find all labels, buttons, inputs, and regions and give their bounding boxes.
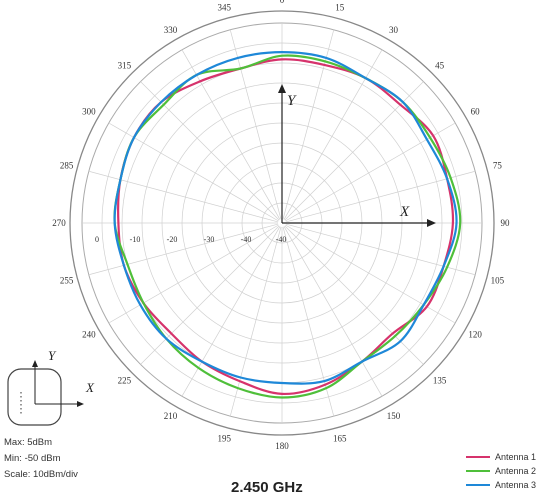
- info-scale: Scale: 10dBm/div: [4, 469, 78, 480]
- grid-spoke: [285, 170, 476, 223]
- angle-tick-label: 330: [164, 25, 178, 35]
- angle-tick-label: 90: [501, 218, 511, 228]
- radial-tick-label: -40: [276, 235, 287, 244]
- angle-tick-label: 285: [60, 160, 74, 170]
- angle-tick-label: 45: [435, 60, 445, 70]
- grid-spoke: [181, 226, 281, 397]
- radial-tick-label: -30: [204, 235, 215, 244]
- legend-swatch-antenna-1: [466, 456, 490, 458]
- angle-tick-label: 15: [335, 3, 345, 13]
- angle-tick-label: 270: [52, 218, 66, 228]
- y-axis-arrowhead: [278, 84, 286, 93]
- device-x-letter: X: [85, 380, 95, 395]
- device-diagram: Y X: [7, 348, 95, 426]
- radial-tick-label: 0: [95, 235, 99, 244]
- radial-tick-label: -40: [241, 235, 252, 244]
- angle-tick-label: 105: [491, 276, 505, 286]
- info-max: Max: 5dBm: [4, 437, 53, 448]
- info-min: Min: -50 dBm: [4, 453, 61, 464]
- angle-tick-label: 75: [493, 160, 503, 170]
- legend-item-antenna-2: Antenna 2: [466, 466, 536, 476]
- series-group: [113, 50, 462, 399]
- angle-tick-label: 195: [218, 433, 232, 443]
- grid-spoke: [229, 29, 282, 220]
- angle-tick-label: 225: [118, 376, 132, 386]
- grid-spoke: [88, 223, 279, 276]
- grid-spoke: [283, 49, 383, 220]
- grid-spoke: [229, 226, 282, 417]
- grid-spoke: [181, 49, 281, 220]
- grid-spoke: [285, 224, 456, 324]
- grid-spoke: [140, 225, 280, 365]
- legend-label-antenna-3: Antenna 3: [495, 480, 537, 490]
- radial-tick-label: -20: [167, 235, 178, 244]
- angle-tick-label: 345: [218, 3, 232, 13]
- x-axis-arrowhead: [427, 219, 436, 227]
- angle-tick-label: 210: [164, 411, 178, 421]
- angle-tick-label: 300: [82, 107, 96, 117]
- tick-labels: 0 15 30 45 60 75 90 105 120 135 150 165 180 195 210 225…: [52, 0, 510, 451]
- angle-tick-label: 315: [118, 60, 132, 70]
- angle-tick-label: 150: [387, 411, 401, 421]
- legend-swatch-antenna-2: [466, 470, 490, 472]
- angle-tick-label: 0: [280, 0, 285, 5]
- angle-tick-label: 180: [275, 441, 289, 451]
- angle-tick-label: 120: [468, 330, 482, 340]
- angle-tick-label: 165: [333, 433, 347, 443]
- legend-label-antenna-1: Antenna 1: [495, 452, 537, 462]
- grid-spoke: [283, 226, 383, 397]
- grid-spoke: [108, 224, 279, 324]
- series-line-antenna-3: [113, 50, 458, 385]
- x-axis-letter: X: [399, 204, 410, 220]
- legend-item-antenna-1: Antenna 1: [466, 452, 536, 462]
- angle-tick-label: 255: [60, 276, 74, 286]
- frequency-label: 2.450 GHz: [231, 479, 303, 496]
- y-axis-letter: Y: [287, 93, 297, 109]
- grid-spoke: [284, 225, 424, 365]
- device-y-letter: Y: [48, 348, 57, 363]
- outer-ring: [69, 10, 495, 436]
- legend-swatch-antenna-3: [466, 484, 490, 486]
- angle-tick-label: 240: [82, 330, 96, 340]
- xy-axes: Y X: [278, 84, 436, 227]
- legend-item-antenna-3: Antenna 3: [466, 480, 536, 490]
- angle-tick-label: 135: [433, 376, 447, 386]
- radial-tick-label: -10: [130, 235, 141, 244]
- device-x-arrowhead: [77, 401, 84, 407]
- device-y-arrowhead: [32, 360, 38, 367]
- legend-label-antenna-2: Antenna 2: [495, 466, 537, 476]
- angle-tick-label: 60: [471, 107, 481, 117]
- grid-spoke: [108, 122, 279, 222]
- angle-tick-label: 30: [389, 25, 399, 35]
